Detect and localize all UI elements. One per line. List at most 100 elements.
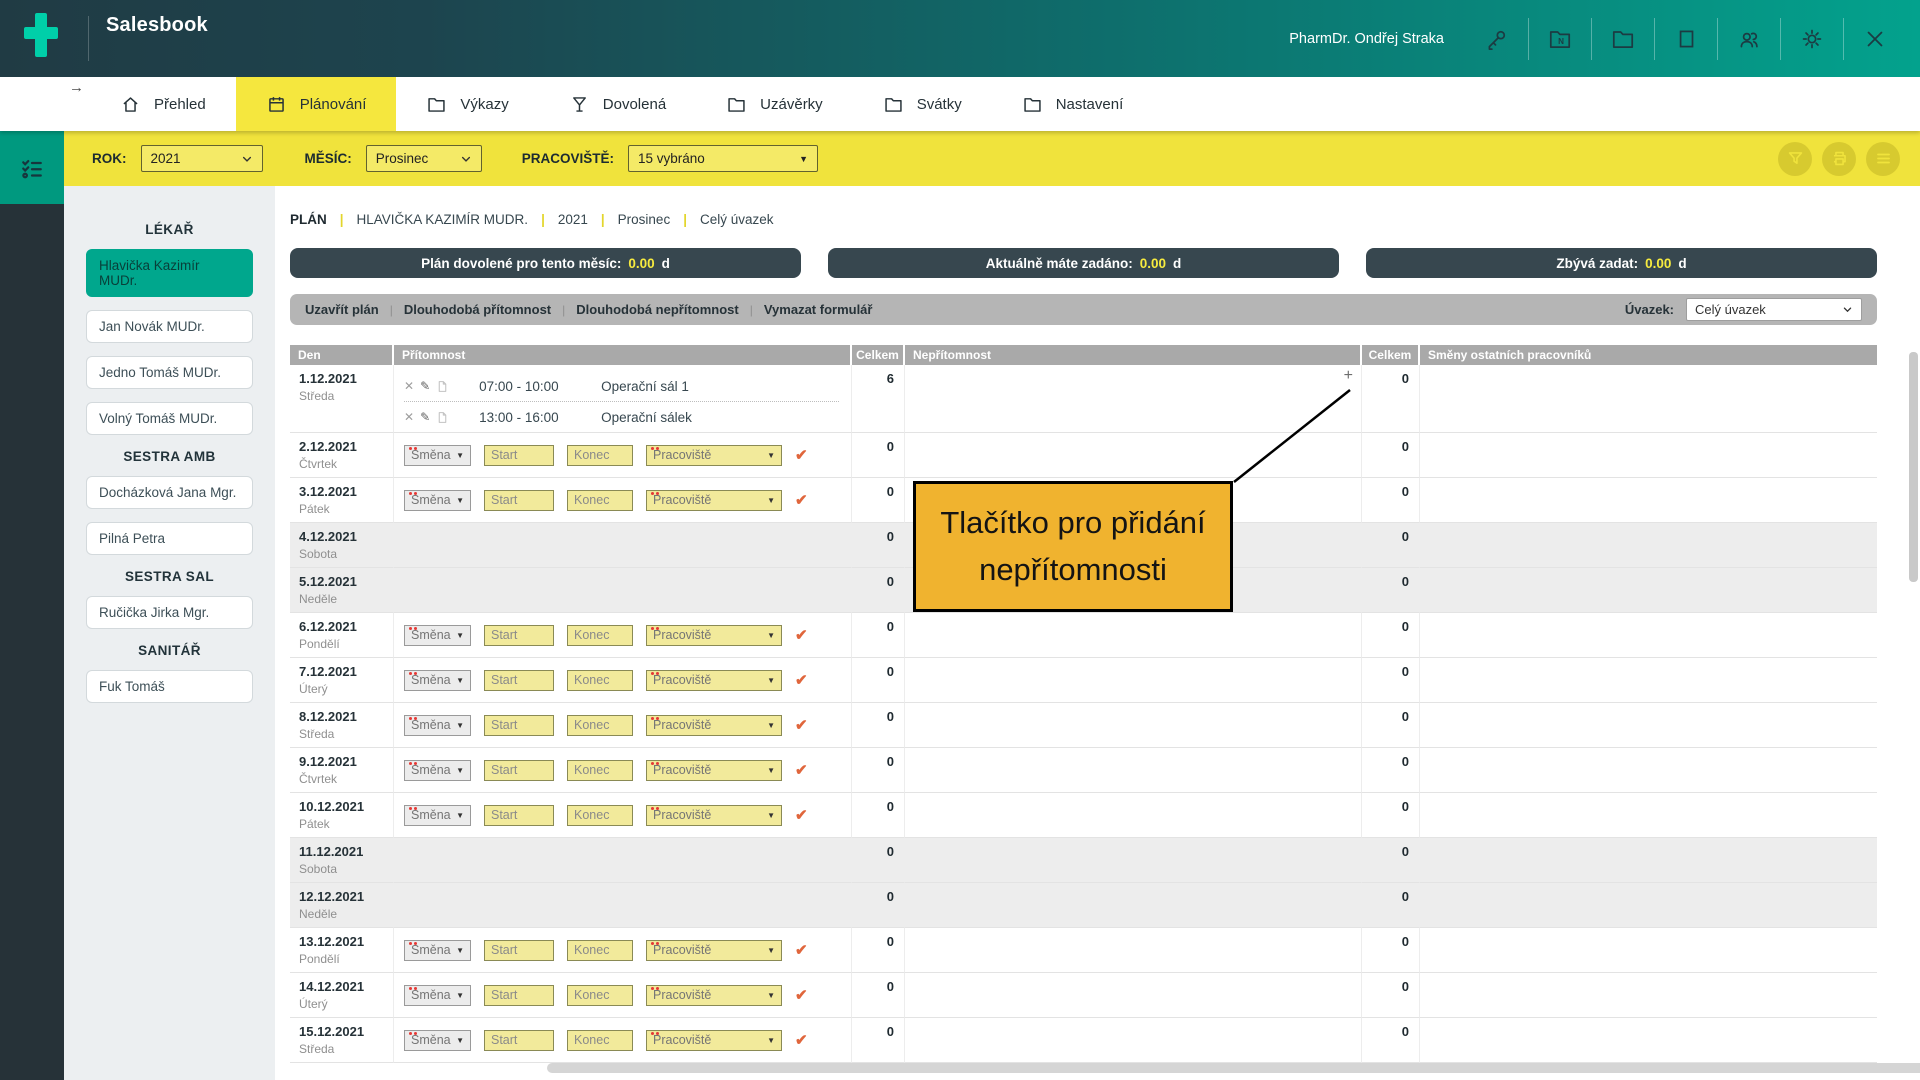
shift-select[interactable]: Směna ▼	[404, 1029, 471, 1051]
tab-planovani[interactable]: Plánování	[235, 77, 397, 131]
end-input[interactable]	[567, 759, 633, 781]
month-select[interactable]: Prosinec	[365, 145, 482, 172]
shift-select[interactable]: Směna ▼	[404, 939, 471, 961]
back-arrow-icon[interactable]: →	[69, 79, 84, 96]
confirm-shift-icon[interactable]: ✔	[795, 987, 808, 1004]
confirm-shift-icon[interactable]: ✔	[795, 807, 808, 824]
workplace-select[interactable]: Pracoviště ▼	[646, 984, 782, 1006]
settings-gear-icon[interactable]	[1799, 26, 1825, 52]
shift-select[interactable]: Směna ▼	[404, 714, 471, 736]
start-input[interactable]	[484, 669, 554, 691]
tab-dovolena[interactable]: Dovolená	[539, 77, 696, 131]
workplace-select[interactable]: Pracoviště ▼	[646, 1029, 782, 1051]
print-button[interactable]	[1822, 141, 1856, 176]
delete-entry-icon[interactable]: ✕	[404, 410, 415, 424]
confirm-shift-icon[interactable]: ✔	[795, 672, 808, 689]
shift-select[interactable]: Směna ▼	[404, 489, 471, 511]
shift-select[interactable]: Směna ▼	[404, 984, 471, 1006]
start-input[interactable]	[484, 489, 554, 511]
summary-pill: Aktuálně máte zadáno: 0.00 d	[828, 248, 1339, 278]
start-input[interactable]	[484, 939, 554, 961]
shift-select[interactable]: Směna ▼	[404, 669, 471, 691]
confirm-shift-icon[interactable]: ✔	[795, 942, 808, 959]
end-input[interactable]	[567, 714, 633, 736]
reports-folder-icon[interactable]: N	[1547, 26, 1573, 52]
confirm-shift-icon[interactable]: ✔	[795, 762, 808, 779]
tab-uzaverky[interactable]: Uzávěrky	[696, 77, 853, 131]
delete-entry-icon[interactable]: ✕	[404, 379, 415, 393]
workplace-multiselect[interactable]: 15 vybráno ▼	[628, 145, 819, 172]
start-input[interactable]	[484, 1029, 554, 1051]
start-input[interactable]	[484, 444, 554, 466]
edit-entry-icon[interactable]: ✎	[420, 410, 431, 424]
workplace-select[interactable]: Pracoviště ▼	[646, 444, 782, 466]
day-weekday: Sobota	[299, 862, 338, 876]
toolbar-separator: |	[389, 302, 393, 317]
workplace-select[interactable]: Pracoviště ▼	[646, 669, 782, 691]
confirm-shift-icon[interactable]: ✔	[795, 447, 808, 464]
end-input[interactable]	[567, 984, 633, 1006]
tab-svatky[interactable]: Svátky	[853, 77, 992, 131]
start-input[interactable]	[484, 624, 554, 646]
start-input[interactable]	[484, 804, 554, 826]
end-input[interactable]	[567, 489, 633, 511]
key-icon[interactable]	[1484, 26, 1510, 52]
confirm-shift-icon[interactable]: ✔	[795, 627, 808, 644]
required-marker	[651, 491, 654, 495]
staff-item[interactable]: Jedno Tomáš MUDr.	[86, 356, 253, 389]
shift-select[interactable]: Směna ▼	[404, 804, 471, 826]
staff-item[interactable]: Volný Tomáš MUDr.	[86, 402, 253, 435]
workplace-select[interactable]: Pracoviště ▼	[646, 939, 782, 961]
workplace-select[interactable]: Pracoviště ▼	[646, 759, 782, 781]
end-input[interactable]	[567, 1029, 633, 1051]
shift-select[interactable]: Směna ▼	[404, 759, 471, 781]
workplace-select[interactable]: Pracoviště ▼	[646, 489, 782, 511]
day-date: 13.12.2021	[299, 934, 365, 949]
horizontal-scrollbar[interactable]	[547, 1063, 1920, 1073]
tab-prehled[interactable]: Přehled	[90, 77, 236, 131]
window-icon[interactable]	[1673, 26, 1699, 52]
staff-item[interactable]: Pilná Petra	[86, 522, 253, 555]
tab-nastaveni[interactable]: Nastavení	[992, 77, 1154, 131]
shift-select[interactable]: Směna ▼	[404, 624, 471, 646]
folder-icon[interactable]	[1610, 26, 1636, 52]
year-select[interactable]: 2021	[140, 145, 263, 172]
confirm-shift-icon[interactable]: ✔	[795, 717, 808, 734]
filter-funnel-button[interactable]	[1778, 141, 1812, 176]
note-entry-icon[interactable]	[436, 380, 449, 393]
workplace-select[interactable]: Pracoviště ▼	[646, 714, 782, 736]
confirm-shift-icon[interactable]: ✔	[795, 1032, 808, 1049]
menu-button[interactable]	[1866, 141, 1900, 176]
start-input[interactable]	[484, 984, 554, 1006]
start-input[interactable]	[484, 714, 554, 736]
users-icon[interactable]	[1736, 26, 1762, 52]
absent-total-cell: 0	[1362, 973, 1420, 1018]
staff-item[interactable]: Hlavička Kazimír MUDr.	[86, 249, 253, 297]
tab-vykazy[interactable]: Výkazy	[396, 77, 538, 131]
end-input[interactable]	[567, 804, 633, 826]
staff-item[interactable]: Jan Novák MUDr.	[86, 310, 253, 343]
staff-item[interactable]: Docházková Jana Mgr.	[86, 476, 253, 509]
end-input[interactable]	[567, 624, 633, 646]
workplace-select[interactable]: Pracoviště ▼	[646, 804, 782, 826]
toolbar-action-4[interactable]: Vymazat formulář	[763, 302, 873, 317]
toolbar-action-3[interactable]: Dlouhodobá nepřítomnost	[576, 302, 739, 317]
confirm-shift-icon[interactable]: ✔	[795, 492, 808, 509]
workplace-select[interactable]: Pracoviště ▼	[646, 624, 782, 646]
staff-item[interactable]: Fuk Tomáš	[86, 670, 253, 703]
end-input[interactable]	[567, 444, 633, 466]
add-absence-button[interactable]: +	[1343, 367, 1353, 384]
vertical-scrollbar[interactable]	[1909, 352, 1918, 582]
uvazek-select[interactable]: Celý úvazek	[1686, 298, 1862, 321]
toolbar-action-2[interactable]: Dlouhodobá přítomnost	[403, 302, 552, 317]
end-input[interactable]	[567, 669, 633, 691]
close-icon[interactable]	[1862, 26, 1888, 52]
shift-select[interactable]: Směna ▼	[404, 444, 471, 466]
staff-item[interactable]: Ručička Jirka Mgr.	[86, 596, 253, 629]
edit-entry-icon[interactable]: ✎	[420, 379, 431, 393]
end-input[interactable]	[567, 939, 633, 961]
staff-list-toggle[interactable]	[0, 131, 64, 204]
toolbar-action-1[interactable]: Uzavřít plán	[305, 302, 379, 317]
start-input[interactable]	[484, 759, 554, 781]
note-entry-icon[interactable]	[436, 411, 449, 424]
